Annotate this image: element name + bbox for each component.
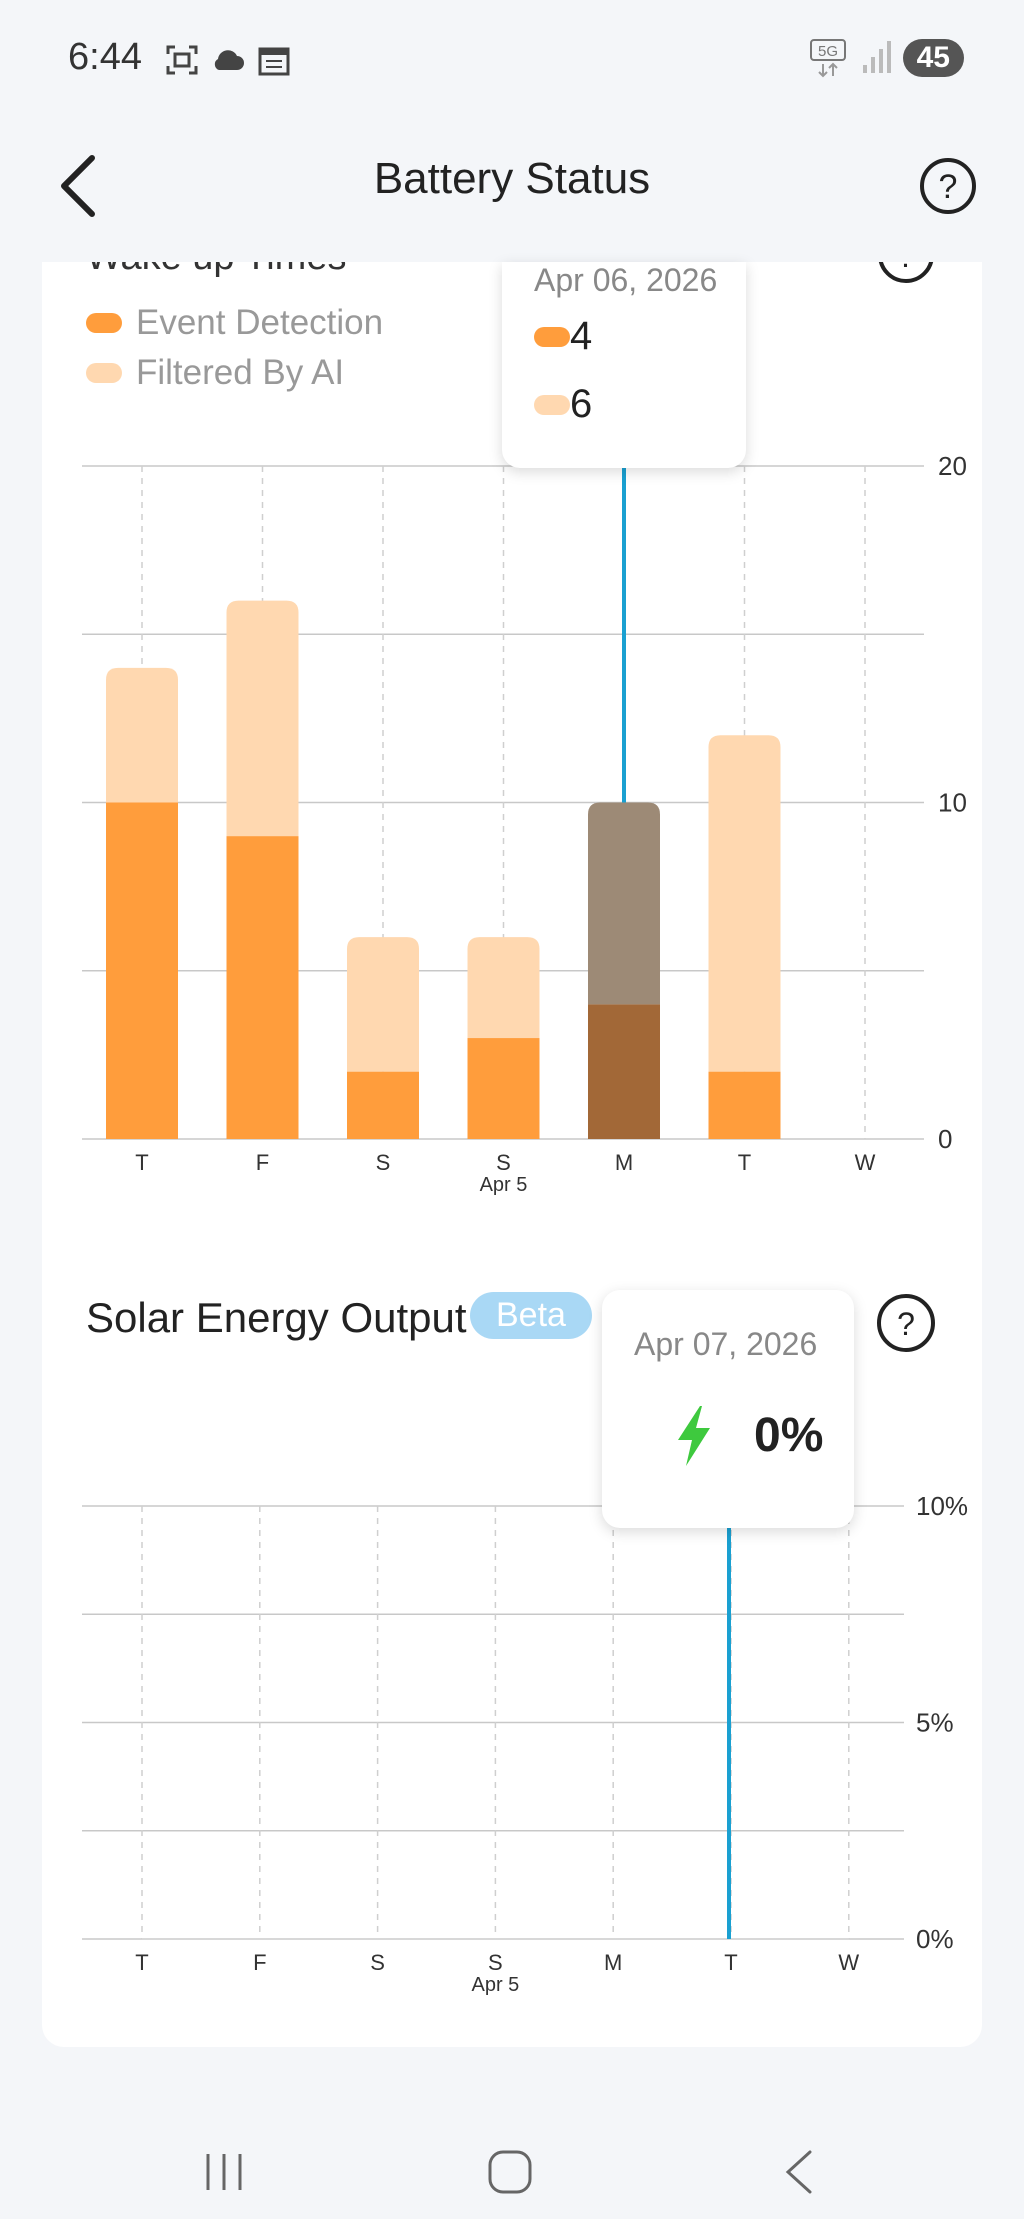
svg-text:?: ? [939, 168, 958, 206]
nav-back-icon[interactable] [770, 2142, 830, 2202]
nav-bar [0, 2100, 1024, 2219]
solar-x-tick: S [488, 1950, 503, 1975]
wake-help-icon[interactable]: ? [876, 262, 940, 288]
calendar-icon [258, 47, 290, 76]
tooltip-swatch-event [534, 326, 570, 347]
wake-x-tick: T [738, 1150, 751, 1175]
legend-label-filtered: Filtered By AI [136, 353, 345, 392]
wake-x-tick: M [615, 1150, 633, 1175]
wake-x-tick: S [376, 1150, 391, 1175]
home-icon[interactable] [480, 2142, 540, 2202]
5g-label: 5G [818, 43, 838, 60]
solar-x-tick: M [604, 1950, 622, 1975]
wake-title-clip: Wake up Times [86, 262, 486, 284]
wake-y-tick: 10 [938, 788, 967, 818]
wake-bar-event [467, 1038, 540, 1139]
wake-y-tick: 0 [938, 1124, 952, 1154]
status-time: 6:44 [68, 36, 142, 78]
wake-help-clip: ? [870, 262, 940, 288]
legend-swatch-filtered [86, 363, 122, 383]
solar-chart-title: Solar Energy Output [86, 1294, 467, 1341]
wake-x-tick: F [256, 1150, 269, 1175]
wake-tooltip-date: Apr 06, 2026 [534, 262, 718, 298]
beta-badge: Beta [470, 1292, 592, 1339]
legend-swatch-event [86, 313, 122, 333]
solar-help-icon[interactable]: ? [874, 1291, 938, 1355]
status-icons-right: 5G 45 [809, 38, 964, 78]
solar-tooltip: Apr 07, 2026 0% [602, 1290, 854, 1528]
help-icon[interactable]: ? [908, 146, 988, 226]
solar-y-tick: 5% [916, 1708, 954, 1738]
wake-date-label: Apr 5 [480, 1174, 528, 1196]
svg-text:?: ? [897, 262, 915, 274]
solar-date-label: Apr 5 [471, 1974, 519, 1996]
wake-bar-filtered [708, 735, 781, 1072]
lightning-icon [678, 1406, 710, 1466]
5g-icon: 5G [809, 39, 846, 78]
wake-x-tick: W [855, 1150, 876, 1175]
wake-chart-title: Wake up Times [86, 262, 346, 279]
solar-chart: 0% 5% 10% T F S S M T W Apr 5 [82, 1476, 968, 1996]
wake-bar-event [106, 802, 178, 1139]
wake-tooltip-filtered-value: 6 [570, 382, 593, 426]
wake-tooltip-event-value: 4 [570, 314, 593, 358]
wake-bar-filtered [347, 937, 419, 1072]
solar-x-tick: F [253, 1950, 266, 1975]
wake-bar-event [588, 1004, 660, 1139]
wake-tooltip-filtered-row: 6 [534, 382, 592, 427]
solar-y-tick: 0% [916, 1924, 954, 1954]
wake-x-tick: S [496, 1150, 511, 1175]
solar-x-tick: T [724, 1950, 737, 1975]
status-icons-left [164, 42, 292, 78]
solar-x-tick: S [370, 1950, 385, 1975]
solar-tooltip-date: Apr 07, 2026 [634, 1326, 818, 1362]
svg-text:?: ? [897, 1306, 915, 1342]
wake-bar-filtered [226, 600, 299, 837]
legend-event-detection: Event Detection [86, 298, 383, 348]
solar-tooltip-value: 0% [754, 1409, 824, 1462]
page-title: Battery Status [373, 154, 651, 203]
status-bar: 6:44 5G 45 [0, 0, 1024, 118]
legend-filtered-ai: Filtered By AI [86, 348, 383, 398]
tooltip-swatch-filtered [534, 394, 570, 415]
recent-apps-icon[interactable] [194, 2142, 254, 2202]
wake-tooltip: Apr 06, 2026 4 6 [502, 262, 746, 468]
legend-label-event: Event Detection [136, 303, 384, 342]
wake-legend: Event Detection Filtered By AI [86, 298, 383, 398]
wake-bar-event [347, 1071, 419, 1139]
wake-bar-filtered [106, 667, 178, 803]
app-header: Battery Status ? [0, 118, 1024, 258]
wake-chart: 0 10 20 T F S S M T W Apr 5 [82, 426, 967, 1196]
back-chevron-icon[interactable] [50, 146, 110, 226]
wake-bar-event [708, 1071, 781, 1139]
battery-card [42, 262, 982, 2047]
solar-x-tick: T [135, 1950, 148, 1975]
wake-bar-event [226, 836, 299, 1139]
wake-x-tick: T [135, 1150, 148, 1175]
signal-icon [862, 41, 891, 73]
wake-y-tick: 20 [938, 451, 967, 481]
solar-y-tick: 10% [916, 1491, 968, 1521]
battery-icon: 45 [902, 39, 964, 77]
wake-bar-filtered [467, 937, 540, 1039]
wake-tooltip-event-row: 4 [534, 314, 592, 359]
wake-bar-filtered [588, 802, 660, 1005]
cloud-icon [214, 50, 244, 70]
screenshot-icon [166, 45, 198, 75]
solar-x-tick: W [838, 1950, 859, 1975]
